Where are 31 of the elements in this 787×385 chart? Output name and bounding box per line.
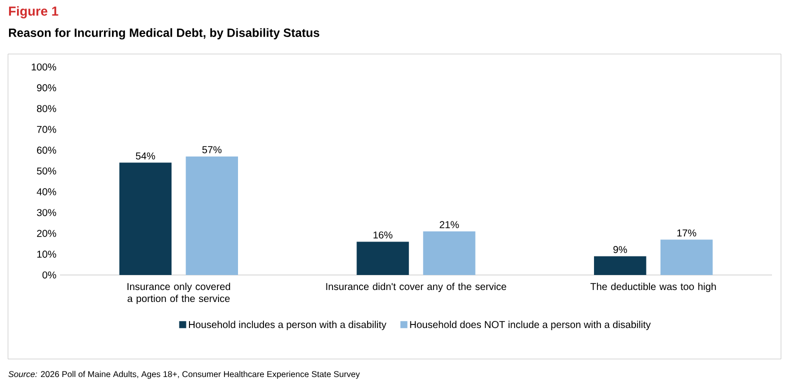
chart-subtitle: Reason for Incurring Medical Debt, by Disability Status [9, 28, 320, 40]
y-tick-label: 40% [36, 188, 56, 196]
chart-title: Figure 1 [9, 6, 58, 18]
data-label: 17% [677, 229, 696, 236]
data-label: 54% [136, 152, 156, 160]
bar [660, 240, 713, 275]
y-tick-label: 80% [36, 105, 56, 112]
y-tick-label: 20% [37, 230, 56, 237]
y-tick-label: 100% [32, 63, 56, 71]
bar [356, 242, 409, 275]
bar [119, 162, 172, 275]
y-tick-label: 90% [37, 84, 56, 92]
data-label: 16% [374, 231, 392, 239]
y-tick-label: 50% [36, 167, 56, 175]
data-label: 57% [202, 146, 222, 154]
y-tick-label: 10% [37, 250, 56, 258]
bar [423, 231, 476, 275]
data-label: 21% [440, 221, 459, 228]
y-tick-label: 70% [37, 126, 56, 133]
data-label: 9% [613, 246, 627, 254]
y-tick-label: 0% [42, 271, 56, 279]
x-tick-label: Insurance didn't cover any of the service [326, 282, 506, 292]
bar [594, 256, 646, 275]
legend-label: Household includes a person with a disability [188, 320, 386, 330]
x-tick-label: The deductible was too high [590, 282, 716, 292]
y-tick-label: 30% [36, 209, 56, 216]
text: Source: 2026 Poll of Maine Adults, Ages 18+, Consumer Healthcare Experience State Survey [8, 370, 360, 379]
y-tick-label: 60% [37, 146, 56, 154]
bar [186, 156, 238, 275]
x-tick-label: Insurance only covered a portion of the service [128, 282, 230, 304]
legend-label: Household does NOT include a person with a disability [410, 320, 651, 330]
